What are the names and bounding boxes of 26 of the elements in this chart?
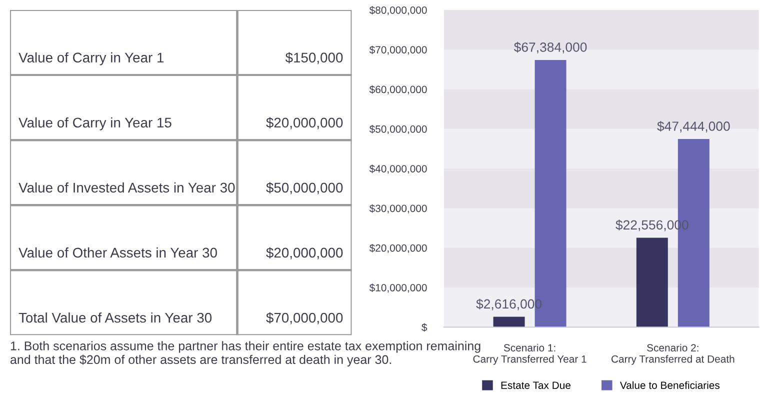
data-label: $47,444,000 (657, 121, 730, 132)
y-tick-label: $30,000,000 (369, 204, 427, 214)
text: $150,000 (285, 52, 343, 64)
y-tick-label: $40,000,000 (369, 164, 427, 174)
y-tick-label: $20,000,000 (369, 244, 427, 253)
y-tick-label: $80,000,000 (369, 6, 427, 16)
legend-label: Value to Beneficiaries (620, 381, 720, 389)
category-label: Value of Invested Assets in Year 30 (18, 182, 235, 193)
y-tick-label: $50,000,000 (369, 124, 427, 134)
text: $70,000,000 (266, 312, 343, 324)
y-tick-label: $ (422, 323, 428, 332)
text: $20,000,000 (266, 117, 343, 130)
bar (636, 238, 668, 328)
text: $20,000,000 (266, 247, 343, 260)
text: $50,000,000 (266, 182, 343, 194)
category-label: Value of Carry in Year 15 (18, 117, 172, 130)
y-tick-label: $10,000,000 (369, 284, 427, 293)
category-label: Value of Other Assets in Year 30 (18, 247, 217, 258)
data-label: $67,384,000 (514, 42, 587, 54)
y-tick-label: $70,000,000 (369, 46, 427, 55)
category-label: Value of Carry in Year 1 (18, 52, 164, 66)
legend-label: Estate Tax Due (501, 382, 570, 389)
y-tick-label: $60,000,000 (369, 85, 427, 94)
x-tick-label: Scenario 2: Carry Transferred at Death (611, 344, 734, 365)
bar (493, 316, 525, 328)
category-label: Total Value of Assets in Year 30 (18, 312, 212, 323)
